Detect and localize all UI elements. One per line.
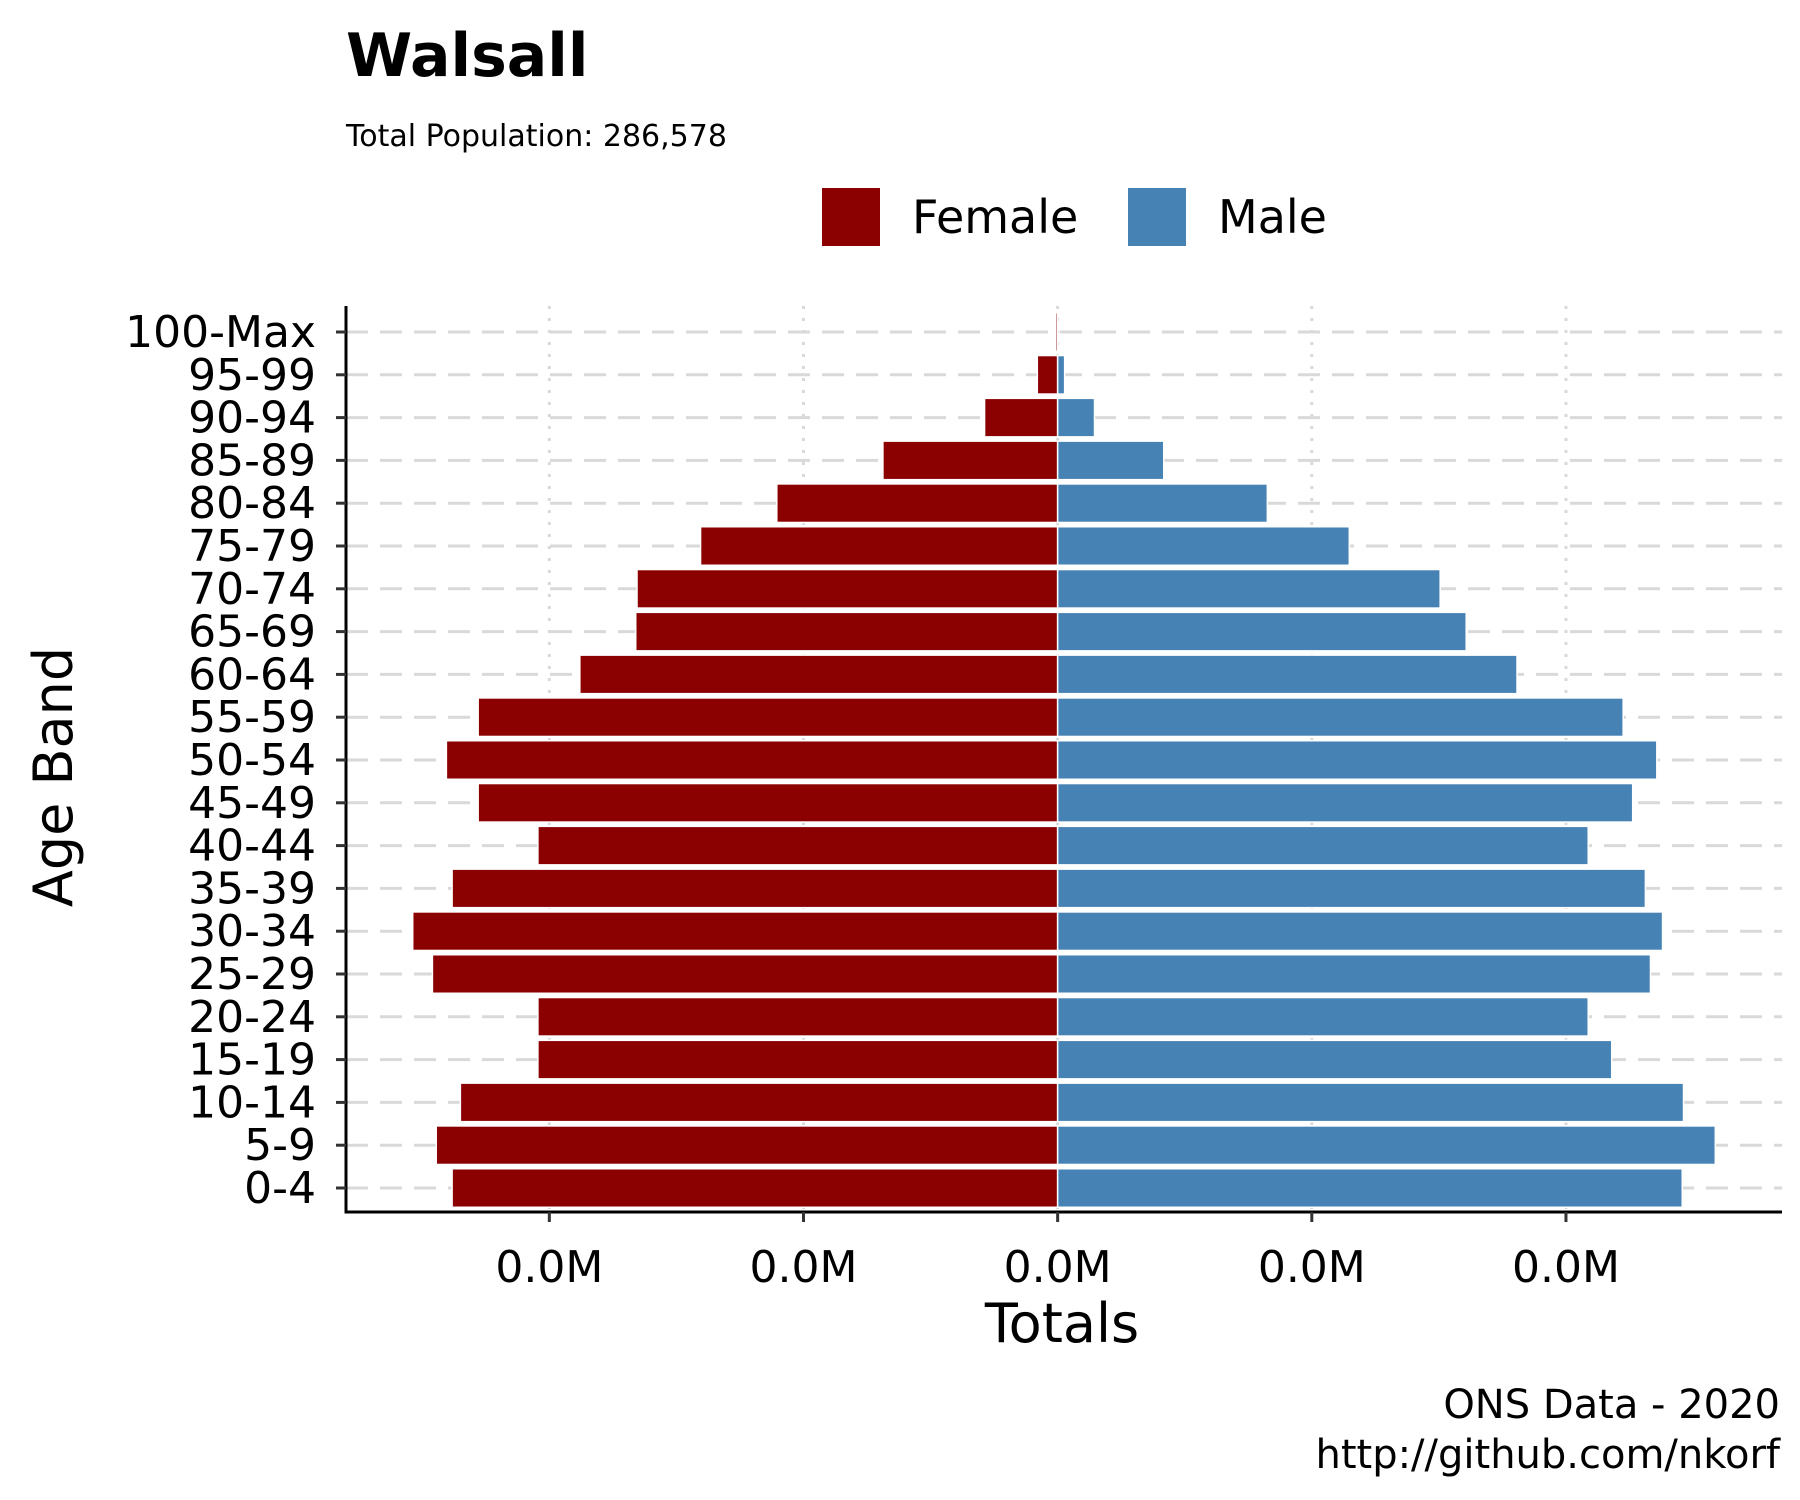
bar-male-80-84 [1056,483,1269,524]
bar-female-50-54 [445,739,1059,781]
y-tick-label: 45-49 [188,778,316,829]
y-tick-label: 90-94 [188,393,316,444]
bar-female-55-59 [477,697,1059,738]
y-tick-label: 60-64 [188,649,316,700]
y-tick-label: 25-29 [188,949,316,1000]
y-tick-label: 70-74 [188,564,316,615]
chart-subtitle: Total Population: 286,578 [345,119,727,154]
chart-title: Walsall [346,21,588,91]
bar-male-75-79 [1056,525,1351,567]
x-tick-label: 0.0M [1004,1242,1112,1293]
bar-male-45-49 [1056,782,1634,823]
bar-male-70-74 [1056,568,1441,609]
bar-female-70-74 [636,568,1059,609]
y-tick-label: 55-59 [188,692,316,743]
bar-female-0-4 [451,1167,1059,1209]
bar-female-95-99 [1036,354,1059,395]
x-tick-label: 0.0M [495,1242,603,1293]
bar-female-75-79 [699,525,1059,567]
bar-female-80-84 [776,483,1059,524]
bar-female-25-29 [431,953,1059,995]
y-tick-label: 0-4 [244,1163,316,1214]
bar-male-35-39 [1056,868,1647,909]
y-tick-label: 50-54 [188,735,316,786]
bar-female-90-94 [983,397,1059,438]
bar-male-40-44 [1056,825,1589,866]
y-tick-label: 80-84 [188,478,316,529]
bar-female-10-14 [459,1082,1059,1123]
bar-male-90-94 [1056,397,1096,438]
bar-female-45-49 [477,782,1059,823]
bar-male-0-4 [1056,1167,1683,1209]
bar-female-30-34 [411,911,1059,952]
y-tick-label: 5-9 [244,1120,316,1171]
y-tick-label: 35-39 [188,863,316,914]
legend-swatch-female [822,188,880,246]
bar-female-85-89 [882,440,1059,481]
bar-male-85-89 [1056,440,1165,481]
bar-female-65-69 [634,611,1059,652]
y-tick-label: 100-Max [125,307,316,358]
axes [336,306,1782,1222]
x-tick-label: 0.0M [750,1242,858,1293]
bar-male-25-29 [1056,953,1652,995]
bar-male-5-9 [1056,1125,1717,1166]
y-tick-label: 30-34 [188,906,316,957]
legend-label-male: Male [1218,190,1327,244]
bar-male-20-24 [1056,996,1589,1037]
bar-male-60-64 [1056,654,1518,695]
legend-swatch-male [1128,188,1186,246]
bar-male-95-99 [1056,354,1066,395]
x-tick-label: 0.0M [1512,1242,1620,1293]
y-axis-title: Age Band [22,647,85,907]
x-tick-label: 0.0M [1258,1242,1366,1293]
bar-male-10-14 [1056,1082,1685,1123]
bar-male-50-54 [1056,739,1658,781]
bar-female-100-Max [1054,311,1059,353]
x-axis-title: Totals [984,1292,1139,1355]
bar-female-20-24 [537,996,1059,1037]
y-tick-label: 20-24 [188,992,316,1043]
legend-label-female: Female [912,190,1078,244]
y-tick-labels: 0-45-910-1415-1920-2425-2930-3435-3940-4… [125,307,316,1214]
bar-female-40-44 [537,825,1059,866]
bar-male-15-19 [1056,1039,1613,1080]
caption-url: http://github.com/nkorf [1315,1432,1780,1478]
y-tick-label: 95-99 [188,350,316,401]
bar-female-5-9 [435,1125,1059,1166]
y-tick-label: 65-69 [188,607,316,658]
x-tick-labels: 0.0M 0.0M 0.0M 0.0M 0.0M [495,1242,1620,1293]
y-tick-label: 15-19 [188,1035,316,1086]
y-tick-label: 75-79 [188,521,316,572]
y-tick-label: 40-44 [188,821,316,872]
y-tick-label: 85-89 [188,435,316,486]
bar-female-35-39 [451,868,1059,909]
bars [411,311,1717,1209]
bar-male-55-59 [1056,697,1624,738]
bar-male-30-34 [1056,911,1664,952]
caption-source: ONS Data - 2020 [1443,1382,1780,1428]
bar-female-60-64 [579,654,1059,695]
legend: Female Male [822,188,1327,246]
y-tick-label: 10-14 [188,1077,316,1128]
bar-female-15-19 [537,1039,1059,1080]
bar-male-65-69 [1056,611,1467,652]
